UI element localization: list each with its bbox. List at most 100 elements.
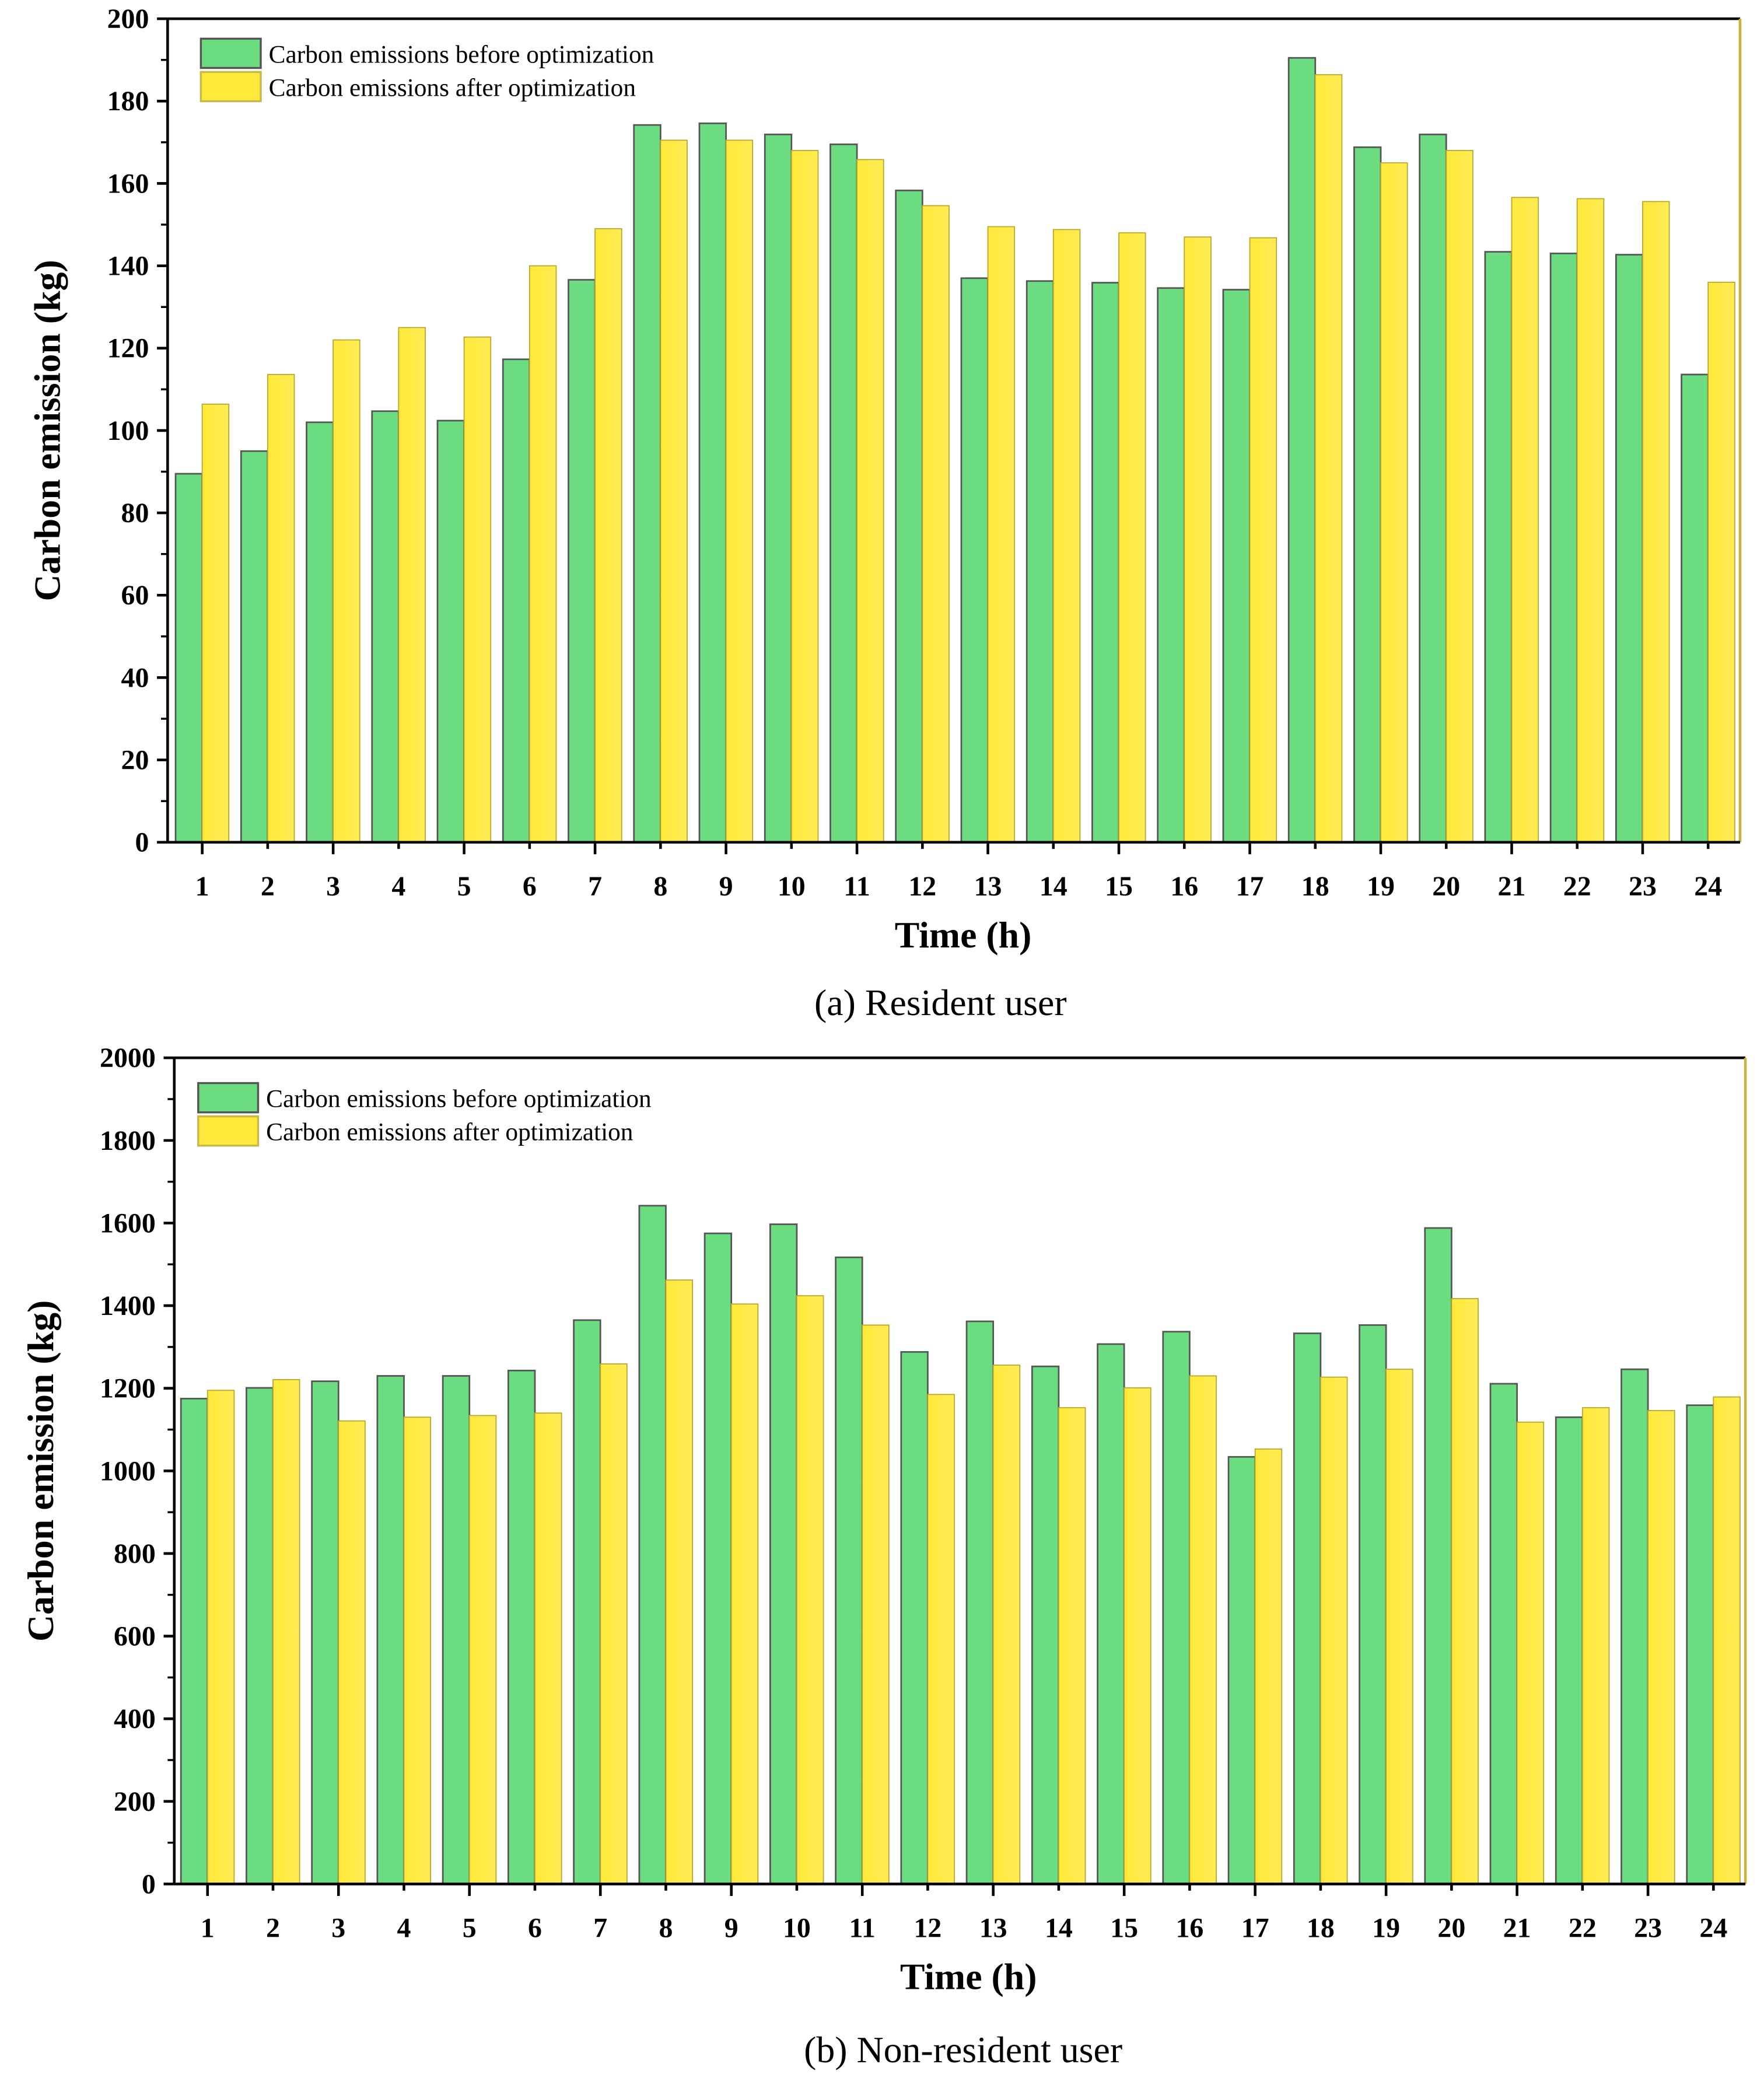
x-tick-label: 7 — [593, 1913, 607, 1944]
bar-after-7 — [600, 1363, 628, 1885]
bar-after-15 — [1118, 232, 1146, 843]
x-tick-label: 10 — [778, 871, 806, 902]
legend-label-before: Carbon emissions before optimization — [269, 40, 654, 68]
bar-after-6 — [528, 265, 557, 843]
bar-after-4 — [403, 1416, 432, 1885]
bar-after-11 — [862, 1324, 890, 1885]
bar-before-11 — [830, 144, 858, 844]
bar-after-18 — [1314, 74, 1343, 843]
bar-after-10 — [790, 150, 819, 843]
bar-before-8 — [633, 124, 662, 844]
bar-after-8 — [665, 1279, 693, 1885]
bar-before-1 — [174, 473, 204, 844]
bar-after-19 — [1380, 162, 1408, 843]
bar-after-24 — [1713, 1396, 1741, 1885]
bar-after-5 — [468, 1415, 497, 1885]
y-tick-label: 200 — [107, 4, 149, 34]
bar-before-6 — [502, 358, 531, 844]
bar-before-17 — [1222, 289, 1251, 844]
bar-before-14 — [1031, 1365, 1060, 1885]
x-tick-label: 1 — [201, 1913, 215, 1944]
bar-before-23 — [1620, 1368, 1649, 1885]
bar-after-22 — [1576, 198, 1605, 843]
x-tick-label: 5 — [463, 1913, 477, 1944]
y-tick-label: 600 — [114, 1621, 156, 1652]
legend-swatch-before — [197, 1082, 260, 1114]
bar-before-15 — [1097, 1343, 1125, 1885]
x-tick-label: 9 — [724, 1913, 738, 1944]
bar-before-21 — [1484, 251, 1513, 844]
y-tick-label: 20 — [121, 745, 149, 776]
chart-caption: (a) Resident user — [814, 982, 1067, 1023]
bar-before-22 — [1555, 1416, 1584, 1885]
bar-before-13 — [965, 1320, 995, 1885]
legend-swatch-after — [197, 1115, 260, 1147]
x-tick-label: 14 — [1045, 1913, 1073, 1944]
x-tick-label: 8 — [653, 871, 667, 902]
bar-before-12 — [895, 190, 923, 844]
x-tick-label: 4 — [397, 1913, 411, 1944]
bar-before-3 — [306, 421, 334, 844]
bar-before-20 — [1424, 1227, 1452, 1885]
y-tick-label: 0 — [135, 827, 149, 858]
bar-before-2 — [246, 1387, 274, 1885]
bar-after-2 — [272, 1379, 300, 1885]
bar-before-7 — [573, 1319, 601, 1885]
bar-before-24 — [1681, 373, 1709, 844]
bar-after-17 — [1249, 237, 1278, 843]
x-tick-label: 21 — [1503, 1913, 1531, 1944]
y-tick-label: 100 — [107, 415, 149, 446]
x-tick-label: 15 — [1105, 871, 1133, 902]
bar-after-16 — [1184, 236, 1212, 843]
y-tick-label: 160 — [107, 168, 149, 199]
bar-after-23 — [1647, 1410, 1675, 1885]
y-axis-label: Carbon emission (kg) — [27, 260, 68, 601]
bar-before-11 — [835, 1256, 863, 1885]
bar-after-14 — [1052, 229, 1081, 843]
x-tick-label: 18 — [1307, 1913, 1335, 1944]
bar-before-8 — [638, 1205, 667, 1885]
bar-after-19 — [1385, 1369, 1413, 1885]
bar-after-3 — [332, 339, 360, 843]
x-tick-label: 5 — [457, 871, 471, 902]
y-tick-label: 1400 — [100, 1290, 156, 1321]
x-tick-label: 4 — [391, 871, 405, 902]
bar-before-24 — [1686, 1404, 1714, 1885]
y-tick-label: 140 — [107, 251, 149, 282]
bar-before-14 — [1026, 280, 1055, 844]
x-tick-label: 8 — [659, 1913, 673, 1944]
y-tick-label: 400 — [114, 1703, 156, 1734]
bar-after-7 — [594, 228, 622, 843]
bar-after-13 — [992, 1365, 1021, 1885]
x-tick-label: 13 — [974, 871, 1002, 902]
legend-label-before: Carbon emissions before optimization — [266, 1085, 652, 1113]
bar-after-5 — [463, 336, 492, 843]
x-tick-label: 12 — [914, 1913, 942, 1944]
bar-after-8 — [660, 139, 688, 843]
chart-caption: (b) Non-resident user — [804, 2029, 1122, 2070]
bar-before-9 — [698, 123, 727, 844]
x-tick-label: 21 — [1498, 871, 1526, 902]
bar-after-1 — [206, 1390, 235, 1885]
x-tick-label: 7 — [588, 871, 602, 902]
bar-before-6 — [507, 1369, 536, 1885]
bar-after-17 — [1254, 1448, 1283, 1885]
bar-before-16 — [1157, 287, 1185, 844]
bar-before-16 — [1162, 1331, 1191, 1885]
x-tick-label: 17 — [1241, 1913, 1269, 1944]
y-tick-label: 1600 — [100, 1208, 156, 1239]
bar-before-1 — [180, 1398, 209, 1885]
legend-label-after: Carbon emissions after optimization — [269, 74, 636, 102]
bar-before-21 — [1489, 1383, 1518, 1885]
bar-after-6 — [534, 1412, 562, 1885]
x-tick-label: 3 — [331, 1913, 345, 1944]
y-tick-label: 1200 — [100, 1373, 156, 1404]
x-tick-label: 19 — [1367, 871, 1395, 902]
bar-before-9 — [704, 1232, 733, 1885]
bar-after-4 — [398, 327, 426, 843]
bar-before-5 — [442, 1375, 471, 1885]
bar-before-17 — [1227, 1456, 1256, 1885]
y-tick-label: 60 — [121, 580, 149, 611]
y-tick-label: 2000 — [100, 1042, 156, 1073]
x-tick-label: 9 — [719, 871, 733, 902]
